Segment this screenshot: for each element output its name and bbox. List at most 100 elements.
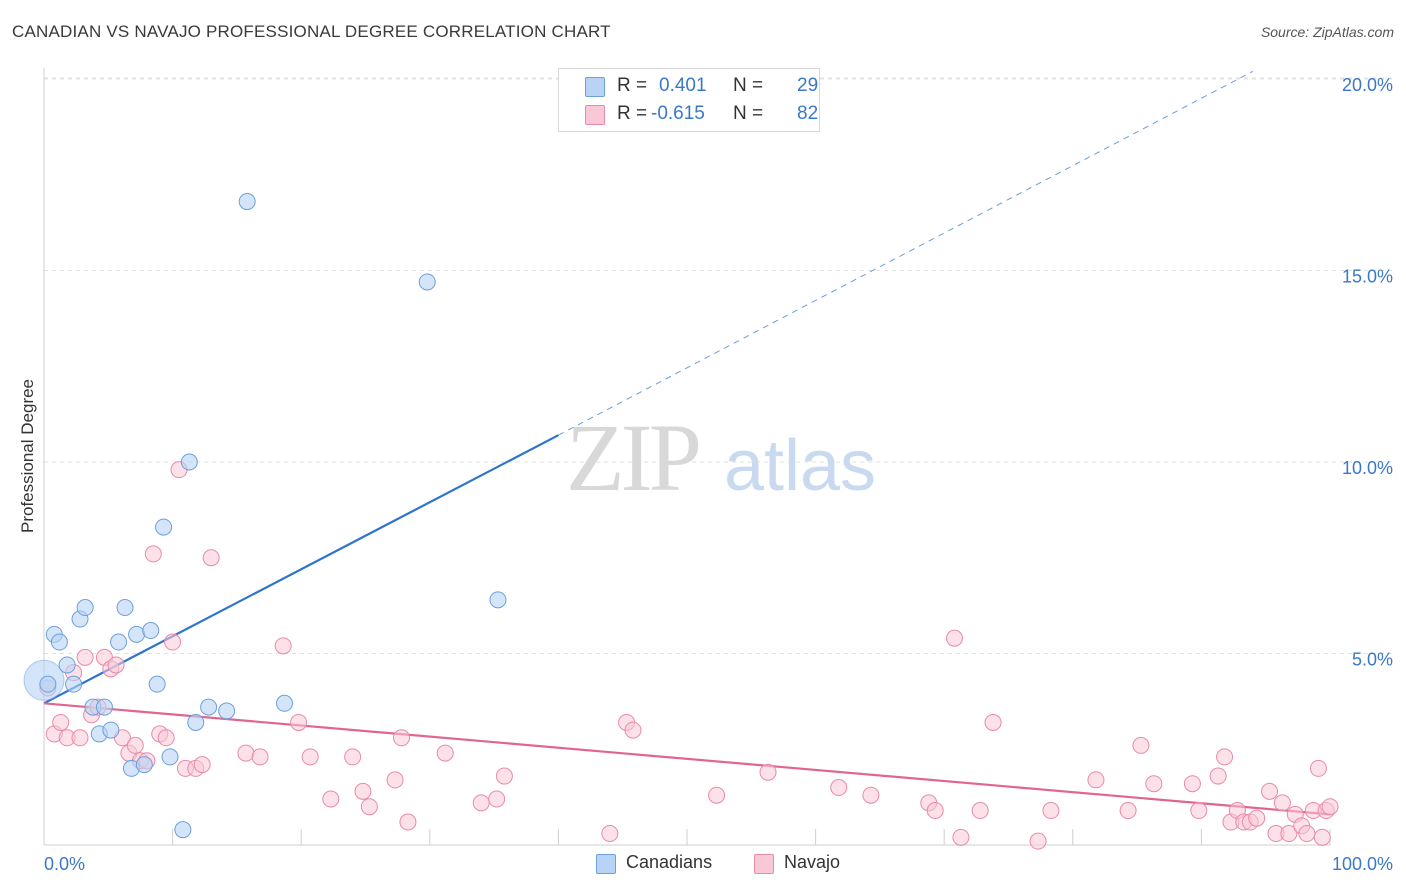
canadians-point [155,518,173,536]
navajo-point [237,744,255,762]
canadians-trend-extension [558,70,1254,436]
grid-lines [44,77,1392,654]
navajo-point [1209,767,1227,785]
canadians-point [58,656,76,674]
canadians-point [187,713,205,731]
navajo-point [1190,802,1208,820]
canadians-r-value: 0.401 [659,75,707,96]
canadians-point [65,675,83,693]
navajo-point [1280,825,1298,843]
x-tick-label: 0.0% [44,854,85,874]
canadians-n-label: N = [733,75,764,96]
canadians-point [135,756,153,774]
y-tick-label: 5.0% [1352,650,1393,670]
navajo-point [862,786,880,804]
canadians-point [180,453,198,471]
navajo-point [1042,802,1060,820]
source-label: Source: ZipAtlas.com [1260,24,1394,40]
watermark: ZIP atlas [566,404,876,511]
navajo-point [71,729,89,747]
canadians-point [110,633,128,651]
canadians-point [142,622,160,640]
navajo-point [1321,798,1339,816]
navajo-point [472,794,490,812]
x-tick-label: 100.0% [1332,854,1393,874]
navajo-point [926,802,944,820]
canadians-point [128,625,146,643]
trend-lines [43,70,1331,816]
canadians-point [50,633,68,651]
navajo-point [202,549,220,567]
canadians-point [148,675,166,693]
canadians-point [102,721,120,739]
canadians-point [95,698,113,716]
axes [43,68,1331,846]
canadians-legend-swatch [596,854,616,874]
navajo-point [1261,782,1279,800]
navajo-r-label: R = [617,103,648,124]
navajo-point [251,748,269,766]
navajo-point [601,825,619,843]
navajo-point [495,767,513,785]
navajo-point [107,656,125,674]
navajo-point [322,790,340,808]
correlation-legend: R = 0.401 N = 29 R = -0.615 N = 82 [558,68,820,132]
canadians-point [238,193,256,211]
navajo-point [399,813,417,831]
canadians-n-value: 29 [797,75,819,96]
navajo-point [1273,794,1291,812]
canadians-r-label: R = [617,75,648,96]
navajo-point [1087,771,1105,789]
canadians-point [116,599,134,617]
navajo-point [759,763,777,781]
navajo-point [1183,775,1201,793]
canadians-point [39,675,57,693]
navajo-point [1309,759,1327,777]
navajo-point [344,748,362,766]
navajo-point [1313,828,1331,846]
navajo-point [52,713,70,731]
canadians-swatch [585,77,605,97]
watermark-zip: ZIP [566,404,699,511]
navajo-point [1298,825,1316,843]
navajo-point [301,748,319,766]
navajo-point [624,721,642,739]
watermark-atlas: atlas [724,426,876,506]
navajo-legend-swatch [754,854,774,874]
canadians-legend-label: Canadians [626,852,713,872]
navajo-point [708,786,726,804]
navajo-point [1248,809,1266,827]
canadians-point [200,698,218,716]
navajo-n-value: 82 [797,103,819,124]
navajo-point [76,648,94,666]
navajo-point [984,713,1002,731]
y-tick-label: 15.0% [1342,267,1393,287]
navajo-r-value: -0.615 [651,103,705,124]
navajo-points [39,461,1339,850]
navajo-point [488,790,506,808]
navajo-point [971,802,989,820]
navajo-point [193,756,211,774]
navajo-legend-label: Navajo [784,852,841,872]
canadians-point [418,273,436,291]
navajo-point [1119,802,1137,820]
navajo-point [945,629,963,647]
chart-title: CANADIAN VS NAVAJO PROFESSIONAL DEGREE C… [12,22,611,41]
navajo-point [157,729,175,747]
navajo-point [1132,736,1150,754]
canadians-point [161,748,179,766]
y-tick-label: 20.0% [1342,75,1393,95]
navajo-point [354,782,372,800]
navajo-point [1216,748,1234,766]
navajo-point [274,637,292,655]
navajo-point [1029,832,1047,850]
navajo-point [393,729,411,747]
navajo-point [436,744,454,762]
canadians-point [174,821,192,839]
canadians-trend-line [43,434,559,705]
canadians-point [218,702,236,720]
navajo-point [290,713,308,731]
navajo-trend-line [43,702,1331,816]
navajo-point [360,798,378,816]
